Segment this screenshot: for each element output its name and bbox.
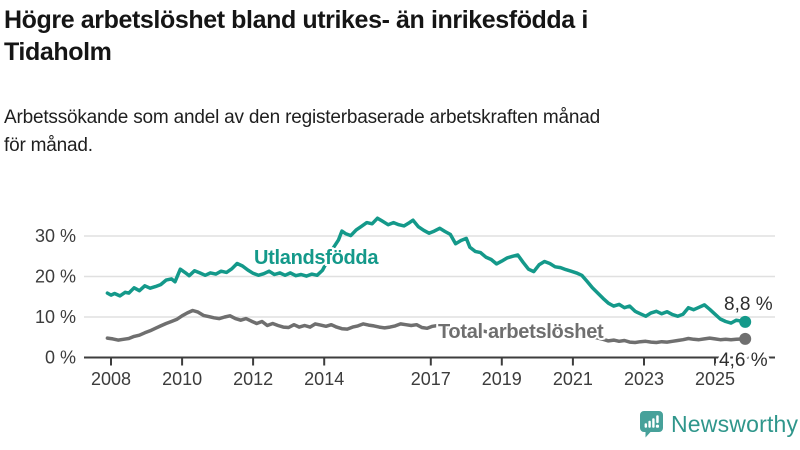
x-tick-label-2025: 2025 — [695, 369, 735, 389]
x-tick-label-2021: 2021 — [553, 369, 593, 389]
x-tick-label-2023: 2023 — [624, 369, 664, 389]
chart-subtitle: Arbetssökande som andel av den registerb… — [4, 104, 792, 160]
y-tick-label-20pct: 20 % — [35, 267, 76, 287]
newsworthy-logo-icon — [640, 411, 663, 438]
x-tick-label-2008: 2008 — [91, 369, 131, 389]
page-title: Högre arbetslöshet bland utrikes- än inr… — [4, 4, 792, 68]
x-tick-label-2012: 2012 — [233, 369, 273, 389]
y-tick-label-0pct: 0 % — [45, 348, 76, 368]
page-title-line-2: Tidaholm — [4, 38, 112, 66]
y-tick-label-10pct: 10 % — [35, 307, 76, 327]
end-value-label-total-arbetsl-shet: 4,6 % — [719, 350, 768, 371]
series-line-utlandsf-dda — [105, 216, 747, 325]
series-label-total-arbetsl-shet: Total arbetslöshet — [438, 321, 604, 343]
x-tick-label-2010: 2010 — [162, 369, 202, 389]
newsworthy-wordmark: Newsworthy — [671, 411, 799, 437]
chart-subtitle-line-2: för månad. — [4, 135, 93, 156]
newsworthy-logo[interactable]: Newsworthy — [640, 411, 798, 438]
x-tick-label-2014: 2014 — [304, 369, 344, 389]
end-value-label-utlandsf-dda: 8,8 % — [724, 294, 773, 315]
x-tick-label-2017: 2017 — [411, 369, 451, 389]
series-label-utlandsf-dda: Utlandsfödda — [254, 247, 379, 269]
page-title-line-1: Högre arbetslöshet bland utrikes- än inr… — [4, 6, 588, 34]
chart-subtitle-line-1: Arbetssökande som andel av den registerb… — [4, 107, 601, 128]
x-tick-label-2019: 2019 — [482, 369, 522, 389]
series-end-dot-total-arbetsl-shet — [739, 332, 752, 345]
series-line-total-arbetsl-shet — [105, 308, 747, 345]
y-tick-label-30pct: 30 % — [35, 226, 76, 246]
series-end-dot-utlandsf-dda — [739, 315, 752, 328]
